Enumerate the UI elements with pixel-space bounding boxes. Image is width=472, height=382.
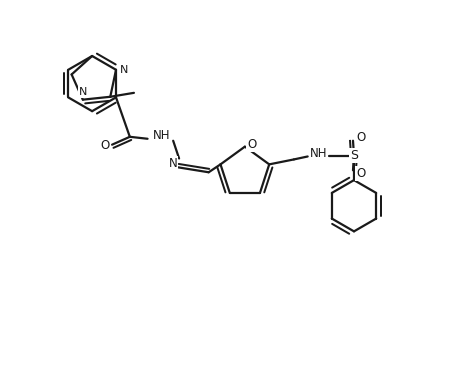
- Text: NH: NH: [310, 147, 327, 160]
- Text: N: N: [169, 157, 177, 170]
- Text: S: S: [350, 149, 358, 162]
- Text: O: O: [101, 139, 110, 152]
- Text: O: O: [356, 167, 365, 180]
- Text: O: O: [356, 131, 365, 144]
- Text: O: O: [247, 138, 256, 151]
- Text: NH: NH: [152, 129, 170, 142]
- Text: N: N: [79, 87, 87, 97]
- Text: N: N: [120, 65, 128, 75]
